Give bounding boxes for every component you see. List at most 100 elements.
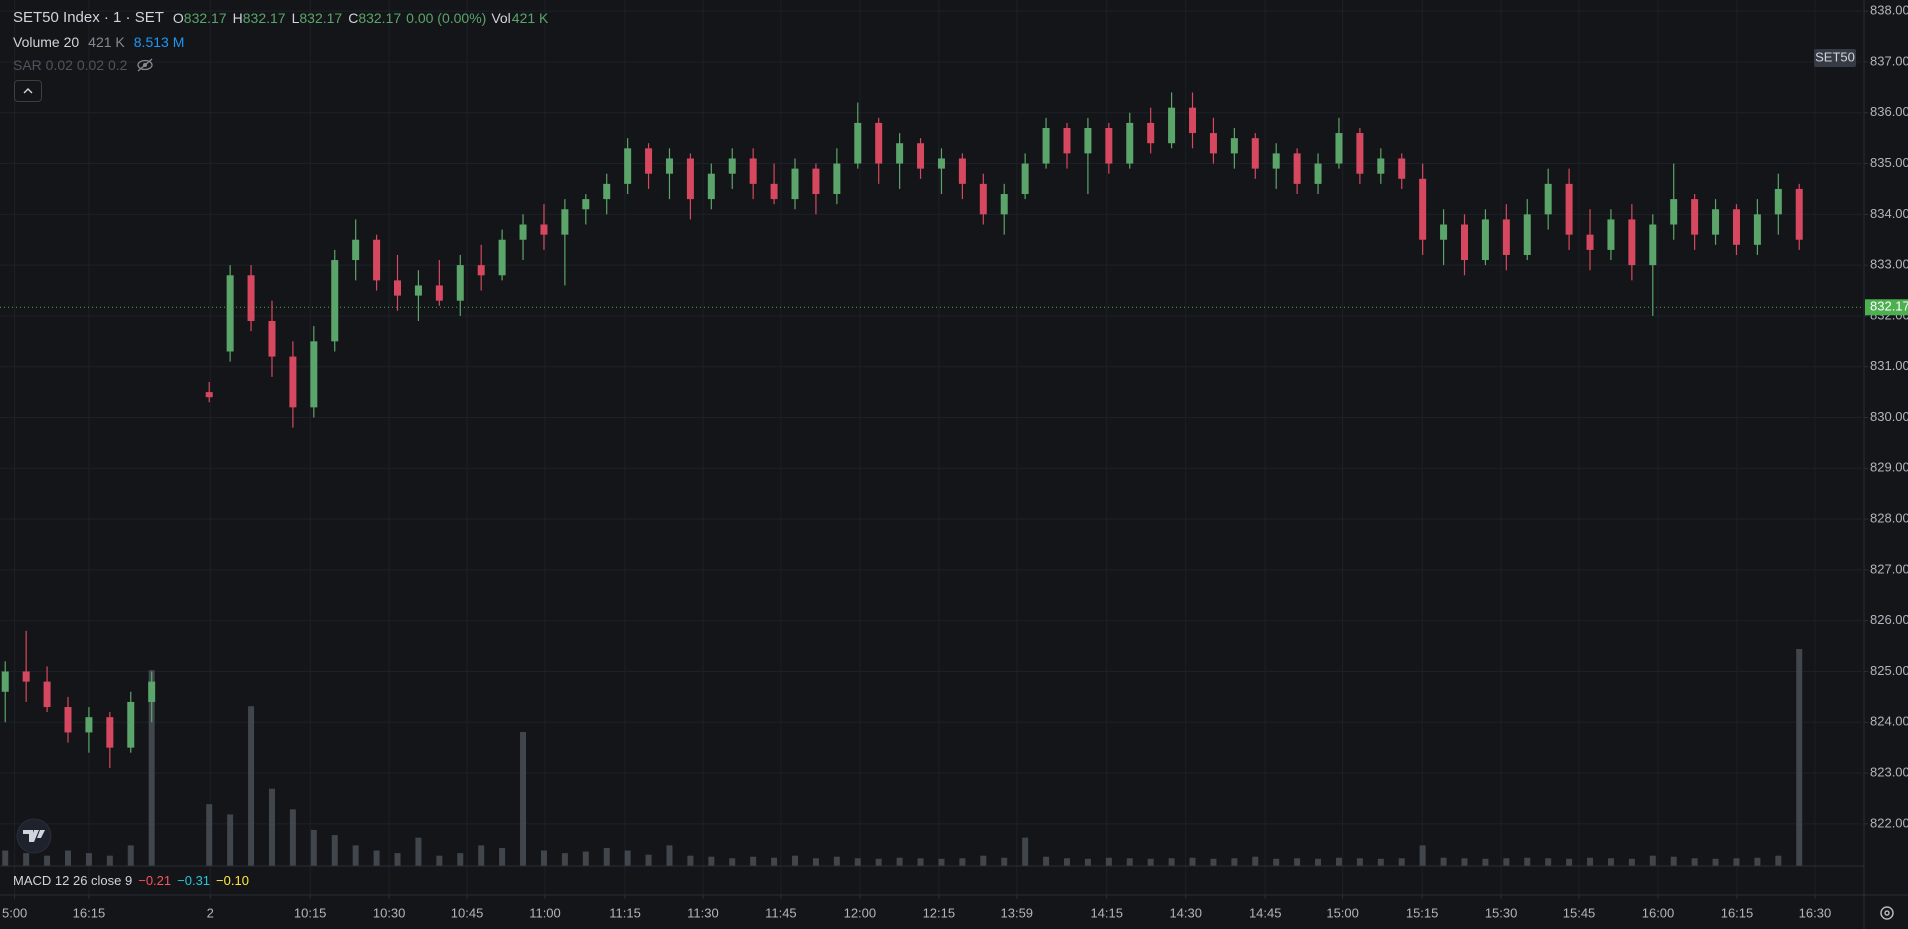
candle-body bbox=[645, 148, 653, 174]
volume-bar bbox=[1670, 856, 1677, 866]
candle-body bbox=[937, 158, 945, 169]
candle-body bbox=[1419, 178, 1427, 240]
candle-body bbox=[749, 158, 757, 184]
volume-bar bbox=[1461, 858, 1468, 866]
volume-bar bbox=[227, 814, 234, 866]
candle-body bbox=[205, 392, 213, 398]
tradingview-logo bbox=[16, 818, 52, 854]
candle-body bbox=[1732, 209, 1740, 245]
candle-body bbox=[686, 158, 694, 200]
macd-value: −0.21 bbox=[138, 873, 172, 888]
candle-body bbox=[728, 158, 736, 174]
x-tick-label: 16:00 bbox=[1642, 905, 1675, 920]
y-tick-label: 831.00 bbox=[1870, 358, 1908, 373]
volume-bar bbox=[1775, 855, 1782, 866]
candle-body bbox=[582, 199, 590, 210]
x-tick-label: 2 bbox=[207, 905, 214, 920]
candle-body bbox=[875, 122, 883, 164]
candle-body bbox=[1126, 122, 1134, 164]
collapse-button[interactable] bbox=[14, 80, 42, 102]
candle-body bbox=[1230, 138, 1238, 154]
candle-body bbox=[896, 143, 904, 164]
change: 0.00 (0.00%) bbox=[406, 9, 487, 26]
ohlc: O832.17 H832.17 L832.17 C832.17 bbox=[173, 10, 401, 26]
volume-bar bbox=[1566, 858, 1573, 866]
volume-bar bbox=[373, 850, 380, 866]
volume-value: 421 K bbox=[88, 34, 125, 50]
volume-bar bbox=[1733, 858, 1740, 866]
volume-bar bbox=[854, 858, 861, 866]
candle-body bbox=[707, 173, 715, 200]
candle-body bbox=[1189, 107, 1197, 134]
candle-body bbox=[1063, 127, 1071, 154]
volume-bar bbox=[394, 853, 401, 866]
ohlc-value: 832.17 bbox=[242, 9, 286, 26]
settings-icon[interactable] bbox=[1880, 906, 1894, 920]
volume-bar bbox=[771, 857, 778, 866]
volume-bar bbox=[1796, 649, 1803, 866]
candle-body bbox=[1377, 158, 1385, 174]
x-tick-label: 15:30 bbox=[1485, 905, 1518, 920]
candle-body bbox=[1544, 183, 1552, 215]
candle-body bbox=[1314, 163, 1322, 184]
candle-body bbox=[1774, 188, 1782, 215]
candle-body bbox=[64, 707, 72, 733]
y-tick-label: 838.00 bbox=[1870, 3, 1908, 18]
volume-bar bbox=[268, 788, 275, 866]
candle-body bbox=[22, 671, 30, 682]
volume-bar bbox=[1503, 858, 1510, 866]
last-price-box bbox=[1865, 299, 1908, 316]
volume-bar bbox=[1587, 857, 1594, 866]
candle-body bbox=[1021, 163, 1029, 195]
x-tick-label: 11:45 bbox=[765, 905, 797, 920]
candle-body bbox=[1, 671, 9, 692]
volume-bar bbox=[148, 670, 155, 866]
vol-label: Vol bbox=[491, 9, 511, 26]
x-tick-label: 14:30 bbox=[1169, 905, 1202, 920]
volume-bar bbox=[1712, 858, 1719, 866]
candle-body bbox=[394, 280, 402, 296]
candle-body bbox=[603, 183, 611, 200]
volume-bar bbox=[1754, 857, 1761, 866]
candle-body bbox=[1565, 183, 1573, 235]
y-tick-label: 830.00 bbox=[1870, 409, 1908, 424]
volume-bar bbox=[729, 858, 736, 866]
volume-bar bbox=[85, 853, 92, 866]
volume-bar bbox=[2, 850, 9, 866]
volume-bar bbox=[289, 809, 296, 866]
candle-body bbox=[770, 183, 778, 200]
y-tick-label: 822.00 bbox=[1870, 815, 1908, 830]
legend-volume: Volume 20 421 K 8.513 M bbox=[13, 34, 184, 50]
volume-bar bbox=[248, 706, 255, 866]
volume-bar bbox=[206, 804, 213, 866]
volume-bar bbox=[1607, 858, 1614, 866]
candle-body bbox=[519, 224, 527, 240]
ohlc-item: H832.17 bbox=[233, 10, 286, 26]
x-tick-label: 11:15 bbox=[609, 905, 641, 920]
candle-body bbox=[979, 183, 987, 215]
candle-body bbox=[148, 681, 156, 702]
y-tick-label: 826.00 bbox=[1870, 612, 1908, 627]
volume-bar bbox=[959, 858, 966, 866]
candle-body bbox=[1670, 199, 1678, 225]
candle-body bbox=[1105, 127, 1113, 164]
candle-body bbox=[1084, 127, 1092, 154]
volume-indicator: Volume 20 bbox=[13, 34, 80, 50]
ohlc-value: 832.17 bbox=[299, 9, 343, 26]
volume-bar bbox=[540, 850, 547, 866]
volume-ma: 8.513 M bbox=[133, 34, 185, 50]
ohlc-label: L bbox=[291, 9, 300, 26]
candle-body bbox=[1712, 209, 1720, 235]
x-tick-label: 11:00 bbox=[529, 905, 561, 920]
candle-body bbox=[791, 168, 799, 200]
x-tick-label: 12:15 bbox=[923, 905, 956, 920]
x-tick-label: 15:15 bbox=[1406, 905, 1439, 920]
hide-icon[interactable] bbox=[136, 58, 154, 72]
candle-body bbox=[1649, 224, 1657, 266]
volume-bar bbox=[1084, 858, 1091, 866]
volume-bar bbox=[106, 855, 113, 866]
candle-body bbox=[106, 717, 114, 748]
volume-bar bbox=[1231, 858, 1238, 866]
volume-bar bbox=[331, 835, 338, 866]
